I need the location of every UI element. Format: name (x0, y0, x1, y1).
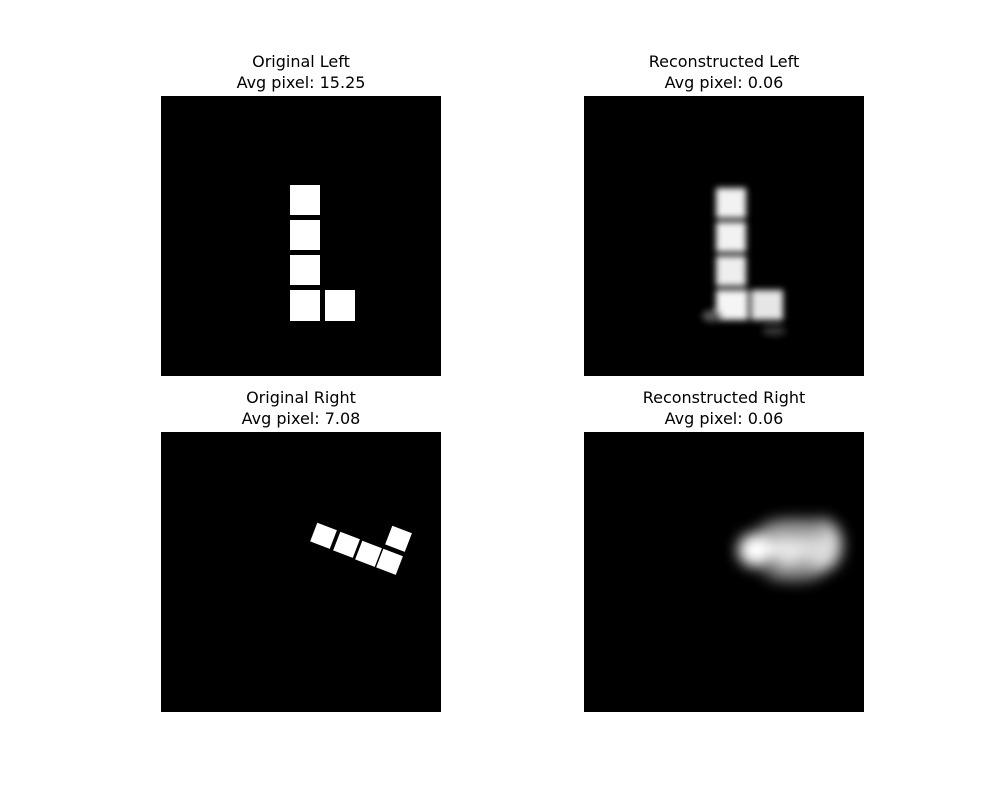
title-reconstructed-right: Reconstructed Right Avg pixel: 0.06 (544, 387, 904, 429)
panel-subtitle: Avg pixel: 7.08 (241, 409, 361, 428)
block (355, 540, 382, 567)
blob (764, 563, 824, 581)
panel-title: Reconstructed Right (642, 388, 806, 407)
block (290, 220, 320, 250)
shape-original-right (310, 522, 412, 575)
image-reconstructed-right (584, 432, 864, 712)
block (716, 188, 746, 218)
blob (738, 533, 774, 567)
image-original-left (161, 96, 441, 376)
panel-title: Reconstructed Left (648, 52, 800, 71)
block (290, 255, 320, 285)
image-reconstructed-left (584, 96, 864, 376)
title-original-right: Original Right Avg pixel: 7.08 (121, 387, 481, 429)
block (376, 548, 403, 575)
block (333, 531, 360, 558)
block (290, 185, 320, 215)
shape-original-left (290, 185, 355, 321)
shape-reconstructed-right (738, 519, 842, 581)
block (290, 290, 320, 321)
haze (762, 326, 786, 336)
block (716, 256, 746, 286)
block (751, 290, 783, 320)
title-reconstructed-left: Reconstructed Left Avg pixel: 0.06 (544, 51, 904, 93)
panel-title: Original Left (252, 52, 350, 71)
title-original-left: Original Left Avg pixel: 15.25 (121, 51, 481, 93)
panel-subtitle: Avg pixel: 15.25 (236, 73, 366, 92)
shape-reconstructed-left (702, 188, 786, 336)
block (385, 525, 412, 552)
block (310, 522, 337, 549)
haze (702, 310, 722, 322)
panel-subtitle: Avg pixel: 0.06 (664, 73, 784, 92)
panel-subtitle: Avg pixel: 0.06 (664, 409, 784, 428)
blob (760, 519, 832, 539)
block (716, 222, 746, 252)
panel-title: Original Right (246, 388, 356, 407)
image-original-right (161, 432, 441, 712)
block (325, 290, 355, 321)
